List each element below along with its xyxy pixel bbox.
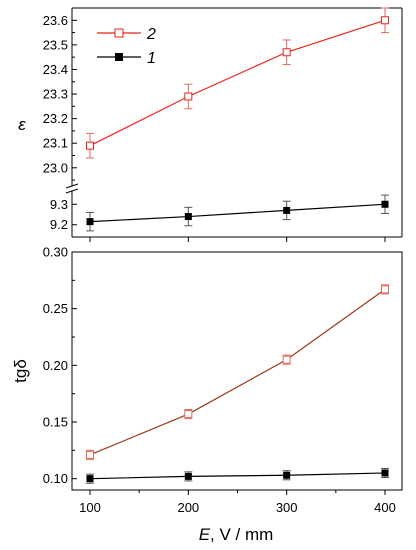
y-tick-label: 23.6 xyxy=(43,13,68,28)
legend-label: 1 xyxy=(147,50,156,67)
y-tick-label: 0.10 xyxy=(43,471,68,486)
legend-label: 2 xyxy=(146,26,156,43)
y-tick-label: 9.2 xyxy=(50,217,68,232)
y-tick-label: 23.5 xyxy=(43,37,68,52)
series-line-2 xyxy=(89,19,386,147)
data-point xyxy=(381,200,389,208)
series-line-1 xyxy=(89,203,386,223)
data-point xyxy=(184,472,192,480)
data-point xyxy=(283,471,291,479)
data-point xyxy=(184,410,193,419)
data-point xyxy=(184,213,192,221)
axis-break-mark xyxy=(65,188,79,194)
data-point xyxy=(86,475,94,483)
y-tick-label: 23.2 xyxy=(43,111,68,126)
y-axis-label: ε xyxy=(18,115,26,134)
y-tick-label: 0.30 xyxy=(43,245,68,260)
data-point xyxy=(283,206,291,214)
axis-break-mark xyxy=(65,183,79,189)
x-tick-label: 400 xyxy=(374,500,396,515)
y-axis-label: tgδ xyxy=(11,359,30,383)
data-point xyxy=(86,218,94,226)
y-tick-label: 23.4 xyxy=(43,62,68,77)
top-panel: 23.0 23.1 23.2 23.3 23.4 23.5 23.6 9.2 9.3 ε 2 1 xyxy=(18,7,403,242)
data-point xyxy=(282,48,291,57)
y-tick-label: 23.3 xyxy=(43,87,68,102)
series-line-2 xyxy=(89,288,386,456)
data-point xyxy=(381,285,389,294)
x-tick-label: 300 xyxy=(276,500,298,515)
data-point xyxy=(86,450,94,459)
y-tick-label: 9.3 xyxy=(50,197,68,212)
y-tick-label: 0.15 xyxy=(43,415,68,430)
y-tick-label: 0.20 xyxy=(43,358,68,373)
x-tick-label: 200 xyxy=(177,500,199,515)
data-point xyxy=(282,355,291,364)
x-tick-label: 100 xyxy=(79,500,101,515)
x-axis-label: E, V / mm xyxy=(199,525,274,544)
bottom-panel: 0.10 0.15 0.20 0.25 0.30 100 200 300 400 tgδ E, V … xyxy=(11,245,403,544)
y-tick-label: 23.0 xyxy=(43,160,68,175)
data-point xyxy=(381,469,389,477)
plot-frame xyxy=(71,251,403,491)
series-line-1 xyxy=(89,472,386,480)
data-point xyxy=(184,92,193,101)
y-tick-label: 0.25 xyxy=(43,301,68,316)
y-tick-label: 23.1 xyxy=(43,136,68,151)
legend-marker xyxy=(115,53,123,61)
data-point xyxy=(381,16,389,25)
data-point xyxy=(86,141,94,150)
legend-marker xyxy=(114,28,124,38)
